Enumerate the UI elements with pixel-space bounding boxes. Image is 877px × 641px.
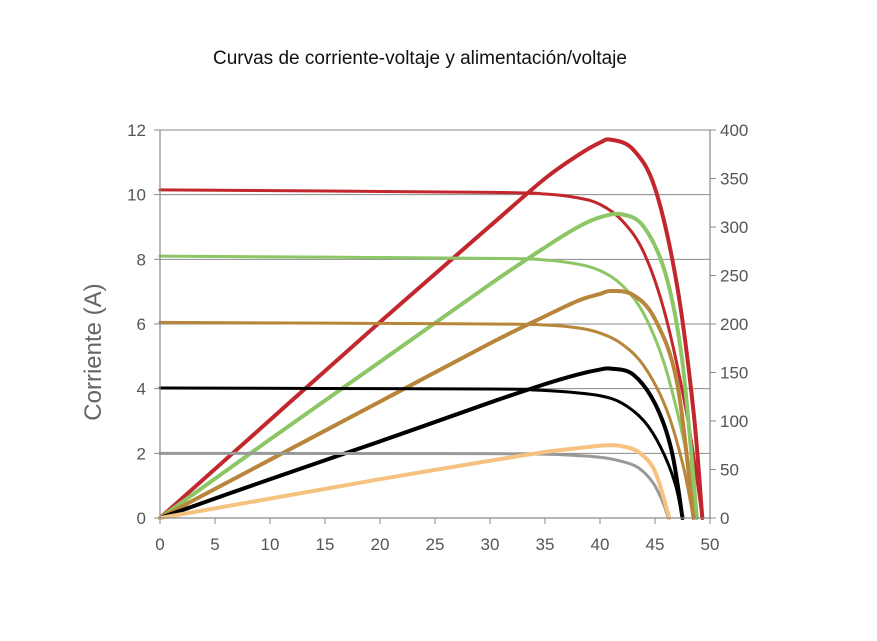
- x-tick-label: 40: [591, 535, 610, 554]
- power-curve-f5c280: [158, 443, 672, 520]
- y-tick-label: 6: [137, 315, 146, 334]
- current-curve-c1272d: [158, 188, 704, 520]
- power-curve-b8863b: [158, 289, 696, 520]
- x-tick-label: 25: [426, 535, 445, 554]
- current-curve-000000: [158, 386, 684, 520]
- x-tick-label: 5: [210, 535, 219, 554]
- x-tick-label: 10: [261, 535, 280, 554]
- chart-title: Curvas de corriente-voltaje y alimentaci…: [213, 48, 627, 69]
- y2-tick-label: 300: [720, 218, 748, 237]
- y-tick-label: 10: [127, 186, 146, 205]
- x-tick-label: 35: [536, 535, 555, 554]
- current-curve-8cc665: [158, 254, 699, 520]
- x-tick-label: 20: [371, 535, 390, 554]
- y-tick-label: 8: [137, 250, 146, 269]
- power-curve-8cc665: [158, 211, 699, 520]
- x-tick-label: 0: [155, 535, 164, 554]
- y-tick-label: 12: [127, 121, 146, 140]
- y-tick-label: 2: [137, 444, 146, 463]
- y2-tick-label: 150: [720, 364, 748, 383]
- y2-tick-label: 0: [720, 509, 729, 528]
- y2-tick-label: 350: [720, 170, 748, 189]
- x-tick-label: 50: [701, 535, 720, 554]
- y2-tick-label: 100: [720, 412, 748, 431]
- y-axis-label: Corriente (A): [80, 283, 107, 420]
- y2-tick-label: 250: [720, 267, 748, 286]
- axes: 0 5 10 15 20 25 30 35 40 45 5002468101205010015020…: [127, 121, 748, 554]
- x-tick-label: 30: [481, 535, 500, 554]
- y2-tick-label: 200: [720, 315, 748, 334]
- current-curve-b8863b: [158, 320, 695, 520]
- y-tick-label: 0: [137, 509, 146, 528]
- y2-tick-label: 400: [720, 121, 748, 140]
- current-curve-999999: [158, 451, 670, 520]
- y-tick-label: 4: [137, 380, 146, 399]
- series-layer: [158, 137, 705, 520]
- x-tick-label: 45: [646, 535, 665, 554]
- x-tick-label: 15: [316, 535, 335, 554]
- power-curve-c1272d: [158, 137, 705, 520]
- y2-tick-label: 50: [720, 461, 739, 480]
- power-curve-000000: [158, 366, 685, 520]
